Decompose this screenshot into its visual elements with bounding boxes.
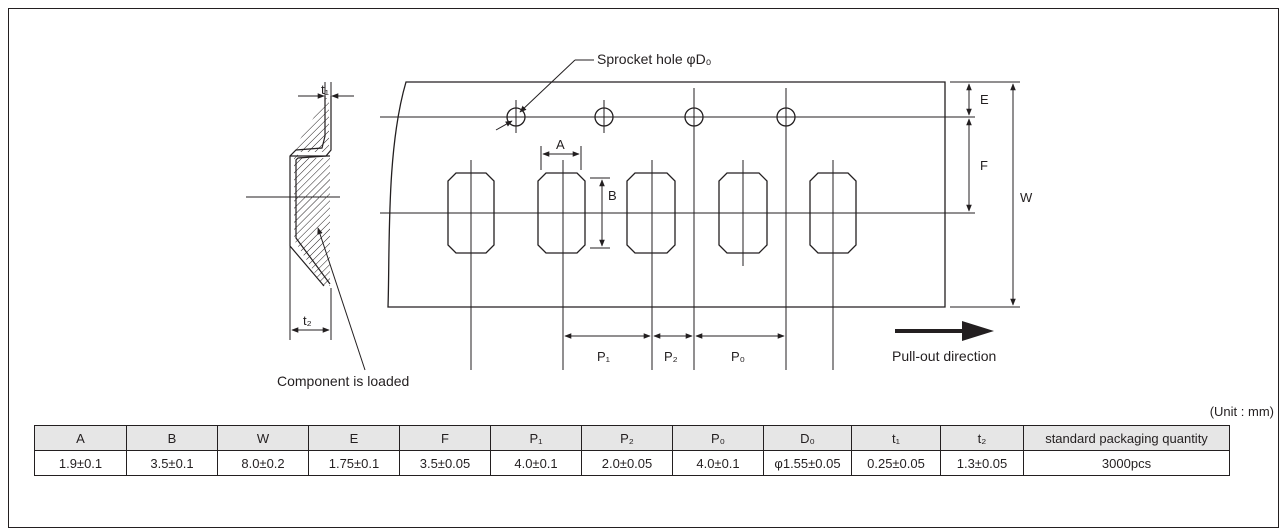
t1-label: t₁ [321,82,330,97]
tape-outline [387,81,946,308]
header-cell: t₁ [851,425,941,451]
value-cell: 4.0±0.1 [490,450,582,476]
sprocket-hole-label: Sprocket hole φD₀ [597,51,712,67]
pocket [626,172,676,254]
header-cell: P₀ [672,425,764,451]
header-cell: F [399,425,491,451]
header-cell: W [217,425,309,451]
header-cell: standard packaging quantity [1023,425,1230,451]
table-value-row: 1.9±0.1 3.5±0.1 8.0±0.2 1.75±0.1 3.5±0.0… [34,450,1230,476]
value-cell: 2.0±0.05 [581,450,673,476]
value-cell: 8.0±0.2 [217,450,309,476]
t2-label: t₂ [303,313,312,328]
value-cell: 3.5±0.05 [399,450,491,476]
value-cell: 1.3±0.05 [940,450,1024,476]
spec-table: A B W E F P₁ P₂ P₀ D₀ t₁ t₂ standard pac… [34,425,1230,476]
dim-P0-label: P₀ [731,349,745,364]
value-cell: φ1.55±0.05 [763,450,852,476]
unit-note: (Unit : mm) [1209,404,1274,419]
tape-carrier-outline [295,96,332,285]
dim-E-label: E [980,92,989,107]
dim-P2-label: P₂ [664,349,678,364]
pocket [718,172,768,254]
tape-side-view [246,82,366,371]
pocket [537,172,586,254]
component-loaded-label: Component is loaded [277,373,409,389]
header-cell: E [308,425,400,451]
value-cell: 3000pcs [1023,450,1230,476]
header-cell: A [34,425,127,451]
header-cell: P₂ [581,425,673,451]
pull-out-arrow [895,321,994,341]
value-cell: 1.9±0.1 [34,450,127,476]
pull-out-label: Pull-out direction [892,348,996,364]
value-cell: 3.5±0.1 [126,450,218,476]
dim-F-label: F [980,158,988,173]
value-cell: 1.75±0.1 [308,450,400,476]
tape-top-view [380,59,1020,370]
table-header-row: A B W E F P₁ P₂ P₀ D₀ t₁ t₂ standard pac… [34,425,1230,451]
value-cell: 4.0±0.1 [672,450,764,476]
drawing-frame [8,8,1279,528]
value-cell: 0.25±0.05 [851,450,941,476]
dim-A-label: A [556,137,565,152]
pocket [809,172,857,254]
header-cell: D₀ [763,425,852,451]
header-cell: t₂ [940,425,1024,451]
pockets [447,172,857,254]
dim-W-label: W [1020,190,1033,205]
header-cell: B [126,425,218,451]
dim-B-label: B [608,188,617,203]
pocket [447,172,495,254]
header-cell: P₁ [490,425,582,451]
dim-P1-label: P₁ [597,349,611,364]
